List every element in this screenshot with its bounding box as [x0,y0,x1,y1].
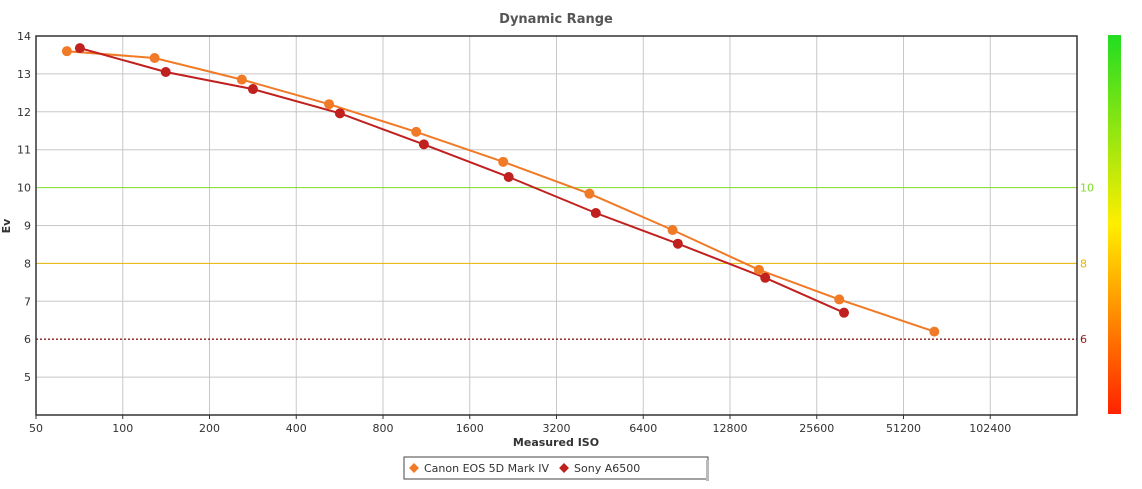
y-tick-label: 14 [17,30,31,43]
data-point[interactable] [324,99,335,110]
legend-label: Canon EOS 5D Mark IV [424,462,550,475]
x-tick-label: 102400 [969,422,1011,435]
x-tick-label: 12800 [713,422,748,435]
data-point[interactable] [334,108,345,119]
data-point[interactable] [498,156,509,167]
data-point[interactable] [753,264,764,275]
legend: Canon EOS 5D Mark IV Sony A6500 [403,456,709,481]
data-point[interactable] [503,171,514,182]
x-tick-label: 400 [286,422,307,435]
x-tick-label: 1600 [456,422,484,435]
data-point[interactable] [834,294,845,305]
data-point[interactable] [236,74,247,85]
data-point[interactable] [61,46,72,57]
data-point[interactable] [149,52,160,63]
y-tick-label: 6 [24,333,31,346]
legend-item[interactable]: Canon EOS 5D Mark IV [409,462,550,475]
legend-marker [409,463,419,473]
chart-title: Dynamic Range [499,12,613,27]
x-tick-label: 6400 [629,422,657,435]
grid [35,35,1077,419]
x-tick-label: 200 [199,422,220,435]
reference-lines: 10 8 6 [36,182,1094,346]
legend-marker [559,463,569,473]
x-tick-label: 50 [29,422,43,435]
data-point[interactable] [247,84,258,95]
series-line [66,50,935,333]
y-axis-ticks: 5 6 7 8 9 10 11 12 13 14 [17,30,31,384]
x-tick-label: 3200 [543,422,571,435]
data-point[interactable] [160,67,171,78]
x-tick-label: 25600 [799,422,834,435]
legend-item[interactable]: Sony A6500 [559,462,640,475]
data-point[interactable] [418,139,429,150]
data-point[interactable] [667,225,678,236]
data-point[interactable] [584,188,595,199]
series [61,43,940,337]
y-tick-label: 9 [24,220,31,233]
y-tick-label: 8 [24,257,31,270]
color-scale-bar [1108,35,1121,414]
data-point[interactable] [929,326,940,337]
y-tick-label: 5 [24,371,31,384]
legend-items: Canon EOS 5D Mark IV Sony A6500 [409,462,640,475]
data-point[interactable] [590,207,601,218]
data-point[interactable] [411,126,422,137]
reference-line-label: 6 [1080,333,1087,346]
x-axis-title: Measured ISO [513,436,599,449]
x-tick-label: 800 [373,422,394,435]
data-point[interactable] [839,307,850,318]
reference-line-label: 8 [1080,257,1087,270]
y-tick-label: 10 [17,182,31,195]
x-tick-label: 51200 [886,422,921,435]
series-line [79,47,845,314]
y-tick-label: 11 [17,144,31,157]
data-point[interactable] [760,272,771,283]
reference-line-label: 10 [1080,182,1094,195]
y-tick-label: 13 [17,68,31,81]
y-tick-label: 7 [24,295,31,308]
x-axis-ticks: 50 100 200 400 800 1600 3200 6400 12800 25600 5120… [29,422,1011,435]
y-axis-title: Ev [0,218,13,234]
y-tick-label: 12 [17,106,31,119]
legend-label: Sony A6500 [574,462,640,475]
x-tick-label: 100 [112,422,133,435]
plot-area-border [35,35,1078,416]
legend-shadow [706,460,709,481]
data-point[interactable] [74,43,85,54]
data-point[interactable] [672,238,683,249]
